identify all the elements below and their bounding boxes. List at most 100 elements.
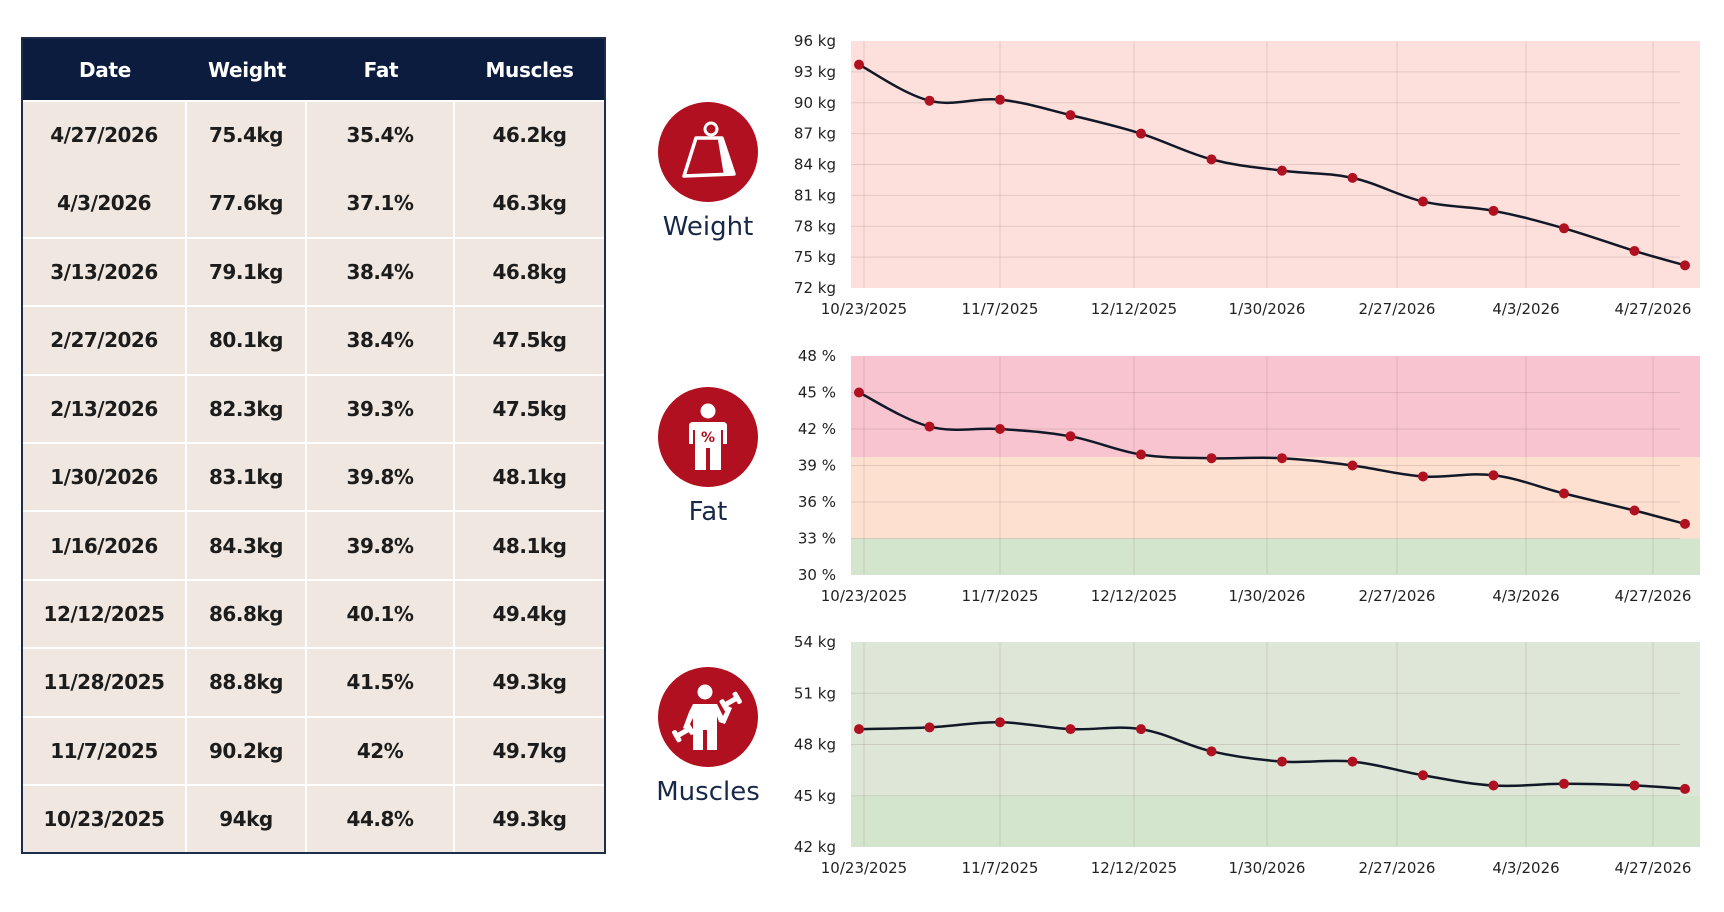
chart-fat-point[interactable] — [1136, 449, 1146, 460]
chart-weight-xtick-label: 12/12/2025 — [1091, 300, 1177, 318]
header-date[interactable]: Date — [78, 57, 132, 82]
chart-muscles-point[interactable] — [1488, 780, 1499, 791]
chart-fat: 30 % 33 % 36 % 39 % 42 % 45 % 48 % 10/23/2025 11… — [798, 347, 1700, 605]
cell-date: 2/27/2026 — [23, 307, 187, 374]
header-fat[interactable]: Fat — [363, 57, 399, 82]
cell-date: 11/28/2025 — [23, 649, 187, 716]
table-row[interactable]: 4/3/2026 77.6kg 37.1% 46.3kg — [23, 168, 604, 237]
chart-weight: 72 kg 75 kg 78 kg 81 kg 84 kg 87 kg 90 kg 93 kg… — [794, 32, 1700, 318]
table-row[interactable]: 3/13/2026 79.1kg 38.4% 46.8kg — [23, 236, 604, 306]
chart-muscles-xtick-label: 1/30/2026 — [1229, 859, 1306, 877]
chart-muscles-point[interactable] — [1136, 724, 1146, 735]
table-row[interactable]: 4/27/2026 75.4kg 35.4% 46.2kg — [23, 100, 604, 169]
chart-weight-point[interactable] — [1629, 245, 1640, 256]
chart-weight-point[interactable] — [1559, 223, 1569, 234]
chart-fat-point[interactable] — [924, 421, 935, 432]
cell-date: 11/7/2025 — [23, 717, 187, 784]
chart-weight-point[interactable] — [995, 94, 1005, 105]
cell-date: 4/3/2026 — [23, 168, 187, 237]
chart-weight-point[interactable] — [1206, 154, 1217, 165]
table-row[interactable]: 11/28/2025 88.8kg 41.5% 49.3kg — [23, 647, 604, 716]
chart-muscles-band — [851, 795, 1700, 847]
chart-muscles-ytick-label: 45 kg — [794, 787, 836, 805]
metric-fat: % Fat — [648, 387, 768, 527]
table-row[interactable]: 2/27/2026 80.1kg 38.4% 47.5kg — [23, 305, 604, 374]
chart-muscles-ytick-label: 51 kg — [794, 684, 836, 702]
chart-weight-ytick-label: 75 kg — [794, 248, 836, 266]
chart-fat-band — [851, 538, 1700, 575]
chart-fat-point[interactable] — [1680, 518, 1690, 529]
table-row[interactable]: 2/13/2026 82.3kg 39.3% 47.5kg — [23, 373, 604, 442]
chart-weight-xtick-label: 10/23/2025 — [821, 300, 907, 318]
cell-fat: 38.4% — [307, 238, 455, 306]
chart-fat-point[interactable] — [1559, 488, 1569, 499]
person-dumbbell-icon — [658, 667, 758, 767]
chart-muscles-point[interactable] — [1559, 778, 1569, 789]
cell-weight: 79.1kg — [187, 238, 307, 306]
header-muscles[interactable]: Muscles — [485, 57, 574, 82]
chart-muscles-point[interactable] — [854, 724, 864, 735]
cell-fat: 37.1% — [307, 168, 455, 237]
chart-weight-xtick-label: 4/27/2026 — [1615, 300, 1692, 318]
chart-fat-point[interactable] — [995, 424, 1005, 434]
chart-fat-ytick-label: 33 % — [798, 530, 836, 548]
cell-fat: 39.8% — [307, 512, 455, 579]
kettlebell-weight-icon — [658, 102, 758, 202]
cell-weight: 90.2kg — [187, 717, 307, 784]
table-row[interactable]: 1/30/2026 83.1kg 39.8% 48.1kg — [23, 441, 604, 511]
header-weight[interactable]: Weight — [207, 57, 287, 82]
chart-fat-ytick-label: 42 % — [798, 420, 836, 438]
table-row[interactable]: 11/7/2025 90.2kg 42% 49.7kg — [23, 715, 604, 784]
chart-muscles-point[interactable] — [1680, 783, 1690, 794]
chart-fat-ytick-label: 30 % — [798, 566, 836, 584]
chart-muscles-ytick-label: 42 kg — [794, 838, 836, 856]
cell-muscles: 48.1kg — [492, 465, 567, 490]
chart-muscles-point[interactable] — [1277, 756, 1287, 767]
chart-weight-point[interactable] — [1136, 128, 1146, 139]
chart-fat-point[interactable] — [854, 387, 864, 398]
chart-fat-point[interactable] — [1277, 453, 1287, 464]
metric-weight: Weight — [648, 102, 768, 242]
chart-weight-ytick-label: 78 kg — [794, 217, 836, 235]
chart-muscles-point[interactable] — [1347, 756, 1358, 767]
cell-weight: 80.1kg — [187, 307, 307, 374]
chart-weight-point[interactable] — [1488, 205, 1499, 216]
chart-fat-point[interactable] — [1418, 471, 1428, 482]
cell-weight: 88.8kg — [187, 649, 307, 716]
table-row[interactable]: 1/16/2026 84.3kg 39.8% 48.1kg — [23, 510, 604, 579]
chart-fat-point[interactable] — [1065, 431, 1076, 442]
table-row[interactable]: 12/12/2025 86.8kg 40.1% 49.4kg — [23, 578, 604, 648]
cell-fat: 44.8% — [307, 785, 455, 853]
chart-muscles-band — [851, 642, 1700, 796]
chart-fat-point[interactable] — [1347, 460, 1358, 471]
chart-weight-point[interactable] — [1065, 110, 1076, 121]
chart-muscles-point[interactable] — [924, 722, 935, 733]
cell-date: 1/16/2026 — [23, 512, 187, 579]
chart-fat-xtick-label: 4/27/2026 — [1615, 587, 1692, 605]
chart-fat-point[interactable] — [1488, 470, 1499, 481]
chart-fat-xtick-label: 10/23/2025 — [821, 587, 907, 605]
chart-muscles-point[interactable] — [995, 717, 1005, 728]
chart-muscles-point[interactable] — [1418, 770, 1428, 781]
cell-date: 1/30/2026 — [23, 443, 187, 511]
chart-fat-ytick-label: 48 % — [798, 347, 836, 365]
chart-weight-point[interactable] — [924, 95, 935, 106]
chart-weight-point[interactable] — [1277, 165, 1287, 176]
metric-label-weight: Weight — [662, 212, 754, 242]
table-row[interactable]: 10/23/2025 94kg 44.8% 49.3kg — [23, 783, 604, 853]
cell-fat: 35.4% — [307, 102, 455, 169]
chart-weight-point[interactable] — [854, 59, 864, 70]
chart-weight-point[interactable] — [1418, 196, 1428, 207]
chart-weight-point[interactable] — [1347, 172, 1358, 183]
chart-muscles-point[interactable] — [1629, 780, 1640, 791]
chart-muscles-point[interactable] — [1065, 724, 1076, 735]
chart-fat-xtick-label: 11/7/2025 — [962, 587, 1039, 605]
cell-weight: 83.1kg — [187, 443, 307, 511]
chart-fat-point[interactable] — [1629, 505, 1640, 516]
chart-muscles-xtick-label: 4/3/2026 — [1492, 859, 1559, 877]
chart-weight-point[interactable] — [1680, 260, 1690, 271]
cell-muscles: 48.1kg — [492, 533, 567, 558]
chart-weight-xtick-label: 2/27/2026 — [1359, 300, 1436, 318]
chart-fat-point[interactable] — [1206, 453, 1217, 464]
chart-muscles-point[interactable] — [1206, 746, 1217, 757]
